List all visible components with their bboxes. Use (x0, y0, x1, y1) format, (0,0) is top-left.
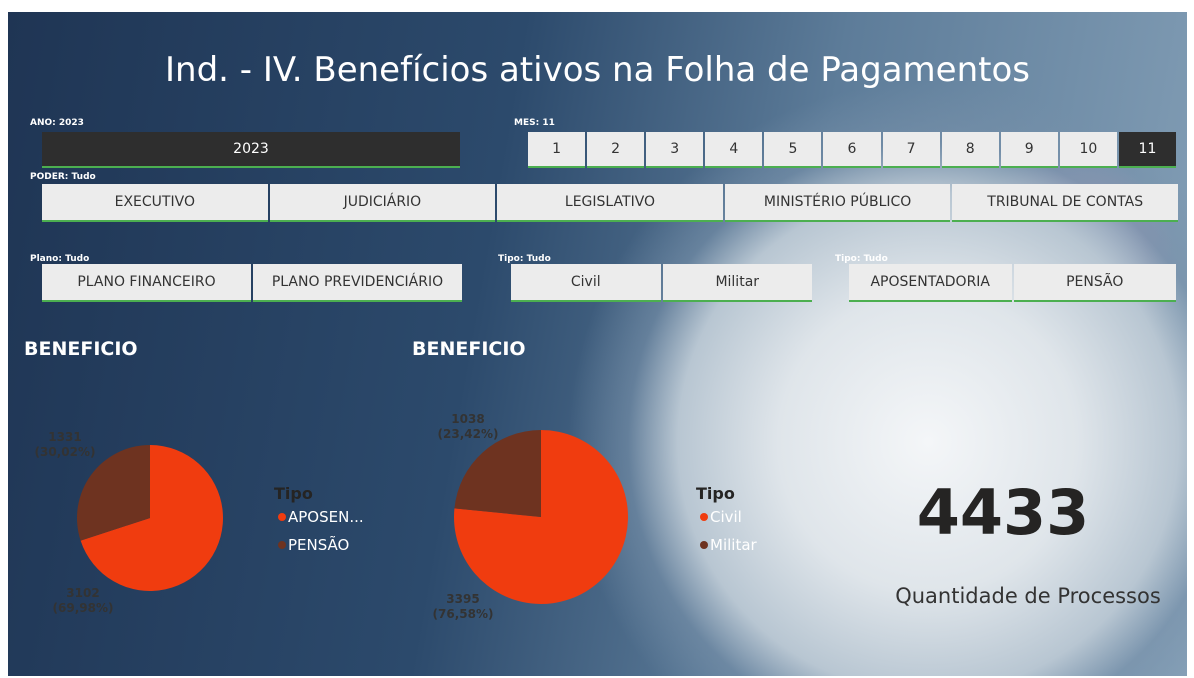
slicer-button[interactable]: 2 (587, 132, 645, 168)
slicer-button[interactable]: JUDICIÁRIO (269, 184, 496, 222)
slicer-button[interactable]: 1 (528, 132, 586, 168)
data-label: 1038 (23,42%) (437, 412, 499, 441)
slicer-button[interactable]: PLANO PREVIDENCIÁRIO (253, 264, 462, 302)
slicer-button[interactable]: 9 (1000, 132, 1058, 168)
slicer-button[interactable]: 3 (646, 132, 704, 168)
chart-title: BENEFICIO (24, 338, 138, 360)
pie-slice (77, 444, 150, 541)
slicer-label: Tipo: Tudo (498, 254, 551, 264)
slicer-label: PODER: Tudo (30, 172, 96, 182)
slicer-label: Plano: Tudo (30, 254, 90, 264)
slicer-label: Tipo: Tudo (835, 254, 888, 264)
legend-text: PENSÃO (288, 536, 350, 554)
slicer-button[interactable]: PLANO FINANCEIRO (42, 264, 251, 302)
chart-title: BENEFICIO (412, 338, 526, 360)
legend-marker (700, 541, 708, 549)
slicer-button[interactable]: Militar (662, 264, 812, 302)
slicer-label: ANO: 2023 (30, 118, 84, 128)
slicer-button[interactable]: 6 (823, 132, 881, 168)
slicer-button[interactable]: APOSENTADORIA (849, 264, 1012, 302)
slicer-button[interactable]: LEGISLATIVO (497, 184, 723, 222)
data-label: 3102 (69,98%) (52, 586, 114, 615)
legend-title: Tipo (696, 484, 735, 503)
legend-item: APOSEN... (278, 508, 364, 526)
slicer-button[interactable]: 10 (1059, 132, 1117, 168)
legend-marker (700, 513, 708, 521)
legend-marker (278, 541, 286, 549)
slicer-button[interactable]: PENSÃO (1013, 264, 1176, 302)
slicer-button[interactable]: TRIBUNAL DE CONTAS (952, 184, 1178, 222)
legend-text: APOSEN... (288, 508, 364, 526)
data-label: 3395 (76,58%) (432, 592, 494, 621)
slicer-label: MES: 11 (514, 118, 555, 128)
kpi-value: 4433 (916, 476, 1090, 549)
slicer-button[interactable]: EXECUTIVO (42, 184, 268, 222)
legend-item: Militar (700, 536, 757, 554)
legend-text: Militar (710, 536, 757, 554)
slicer-button[interactable]: 5 (764, 132, 822, 168)
slicer-button[interactable]: MINISTÉRIO PÚBLICO (724, 184, 951, 222)
dashboard: Ind. - IV. Benefícios ativos na Folha de… (8, 12, 1187, 676)
legend-marker (278, 513, 286, 521)
slicer-button[interactable]: 11 (1118, 132, 1176, 168)
charts (77, 430, 628, 604)
legend-title: Tipo (274, 484, 313, 503)
kpi-label: Quantidade de Processos (895, 584, 1161, 608)
pie-slice (454, 430, 541, 517)
slicer-button[interactable]: 2023 (42, 132, 460, 168)
legend-item: Civil (700, 508, 742, 526)
slicer-button[interactable]: 8 (941, 132, 999, 168)
legend-text: Civil (710, 508, 742, 526)
pie-slice (453, 430, 628, 604)
page-title: Ind. - IV. Benefícios ativos na Folha de… (165, 50, 1030, 90)
legend-item: PENSÃO (278, 536, 349, 554)
slicer-button[interactable]: 7 (882, 132, 940, 168)
pie-slice (80, 445, 224, 591)
slicer-button[interactable]: 4 (705, 132, 763, 168)
data-label: 1331 (30,02%) (34, 430, 96, 459)
slicer-button[interactable]: Civil (511, 264, 661, 302)
